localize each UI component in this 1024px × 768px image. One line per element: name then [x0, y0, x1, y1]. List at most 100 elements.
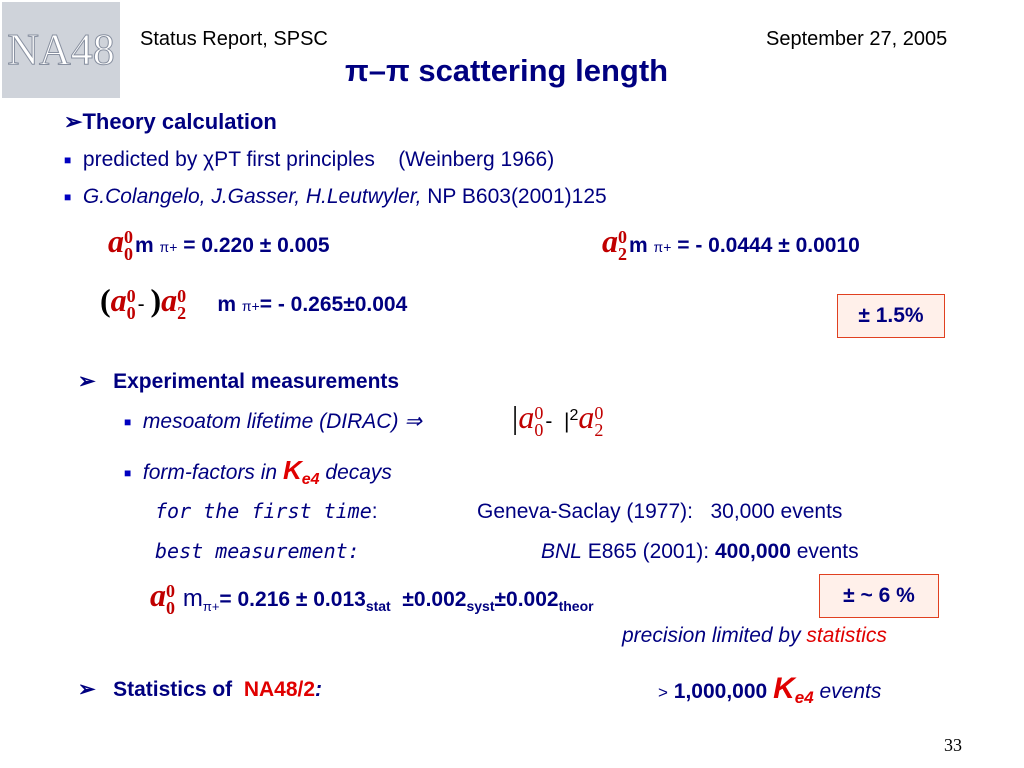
minus: -: [137, 293, 145, 316]
measurement-row: Geneva-Saclay (1977): 30,000 events: [477, 500, 842, 523]
events: 30,000 events: [710, 500, 843, 523]
mass: m: [217, 293, 237, 316]
symbol: a: [150, 577, 166, 613]
value: = 0.220 ± 0.005: [183, 234, 330, 257]
measurement-row: for the first time:: [155, 500, 378, 523]
symbol: a: [602, 223, 618, 259]
power: 2: [569, 407, 579, 424]
experiment-name: NA48/2: [243, 678, 316, 701]
logo: NA48: [2, 2, 120, 98]
source: Geneva-Saclay (1977):: [477, 500, 693, 523]
kaon-sub: e4: [794, 688, 814, 708]
bar: |: [563, 410, 570, 433]
sup: 0: [166, 581, 175, 602]
bullet-item: ■ G.Colangelo, J.Gasser, H.Leutwyler, NP…: [64, 185, 607, 208]
label: best measurement:: [155, 539, 360, 563]
minus: -: [545, 410, 553, 433]
colon: :: [315, 678, 323, 701]
bar: |: [511, 399, 519, 435]
value: = 0.216 ± 0.013: [219, 588, 366, 611]
text-highlight: statistics: [806, 624, 887, 647]
text: predicted by χPT first principles: [82, 148, 375, 171]
sub: 0: [534, 420, 544, 441]
sub-label: theor: [558, 598, 594, 615]
symbol: a: [578, 399, 595, 435]
note: precision limited by statistics: [622, 624, 887, 647]
paren: (: [100, 282, 111, 318]
events: events: [819, 680, 882, 703]
authors: G.Colangelo, J.Gasser, H.Leutwyler,: [82, 185, 422, 208]
sub: 0: [166, 598, 175, 619]
bullet-item: ■ form-factors in Ke4 decays: [124, 455, 392, 489]
count: 400,000: [714, 540, 791, 563]
equation: (a 0 0- )a 0 2 m π+= - 0.265±0.004: [100, 282, 408, 324]
mass: m: [629, 234, 648, 257]
precision-box: ± 1.5%: [837, 294, 945, 338]
symbol: a: [108, 223, 124, 259]
symbol: a: [518, 399, 535, 435]
mass: m: [135, 234, 154, 257]
sub: 0: [126, 303, 136, 324]
pion: π+: [241, 298, 260, 314]
reference: NP B603(2001)125: [427, 185, 607, 208]
symbol: a: [161, 282, 178, 318]
pion: π+: [653, 239, 672, 255]
bullet-item: ■ mesoatom lifetime (DIRAC) ⇒ |a 0 0- |2a 0 2: [124, 399, 604, 441]
text: precision limited by: [622, 624, 801, 647]
section-heading: ➢ Statistics of NA48/2:: [78, 678, 323, 701]
mass: m: [182, 585, 203, 612]
measurement-row: best measurement:: [155, 540, 360, 563]
text: Experimental measurements: [113, 370, 400, 393]
sub-label: stat: [365, 598, 391, 615]
sup: 0: [124, 227, 133, 248]
sub: 2: [618, 244, 627, 265]
count: 1,000,000: [673, 680, 768, 703]
value: ±0.002: [494, 588, 559, 611]
gt: >: [658, 683, 668, 702]
sup: 0: [534, 403, 544, 424]
source: E865 (2001):: [587, 540, 710, 563]
statistics-count: > 1,000,000 Ke4 events: [658, 672, 881, 708]
sub: 0: [124, 244, 133, 265]
precision-box: ± ~ 6 %: [819, 574, 939, 618]
value: ±0.002: [402, 588, 467, 611]
sub: 2: [177, 303, 187, 324]
page-number: 33: [944, 735, 962, 755]
sub: 2: [594, 420, 604, 441]
sup: 0: [618, 227, 627, 248]
reference: (Weinberg 1966): [398, 148, 555, 171]
sup: 0: [126, 286, 136, 307]
sup: 0: [177, 286, 187, 307]
sub-label: syst: [466, 598, 495, 615]
section-heading: ➢Theory calculation: [64, 109, 277, 134]
text: mesoatom lifetime (DIRAC) ⇒: [142, 410, 422, 433]
pion: π+: [159, 239, 178, 255]
paren: ): [150, 282, 162, 318]
bullet-item: ■ predicted by χPT first principles (Wei…: [64, 148, 555, 171]
section-heading: ➢ Experimental measurements: [78, 370, 400, 393]
colon: :: [371, 500, 378, 523]
value: = - 0.0444 ± 0.0010: [677, 234, 860, 257]
text: decays: [325, 461, 392, 484]
kaon-sub: e4: [301, 471, 320, 489]
events: events: [796, 540, 859, 563]
slide-title: π–π scattering length: [345, 53, 669, 88]
symbol: a: [110, 282, 127, 318]
text: Theory calculation: [82, 109, 277, 134]
pion: π+: [202, 599, 220, 615]
value: = - 0.265±0.004: [259, 293, 408, 316]
text: form-factors in: [142, 461, 278, 484]
kaon: K: [282, 455, 302, 485]
text: Statistics of: [113, 678, 233, 701]
measurement-row: BNL E865 (2001): 400,000 events: [541, 540, 859, 563]
header-left: Status Report, SPSC: [140, 28, 328, 50]
label: for the first time: [155, 499, 372, 523]
kaon: K: [773, 672, 795, 705]
header-right: September 27, 2005: [766, 28, 948, 50]
lab: BNL: [541, 540, 582, 563]
